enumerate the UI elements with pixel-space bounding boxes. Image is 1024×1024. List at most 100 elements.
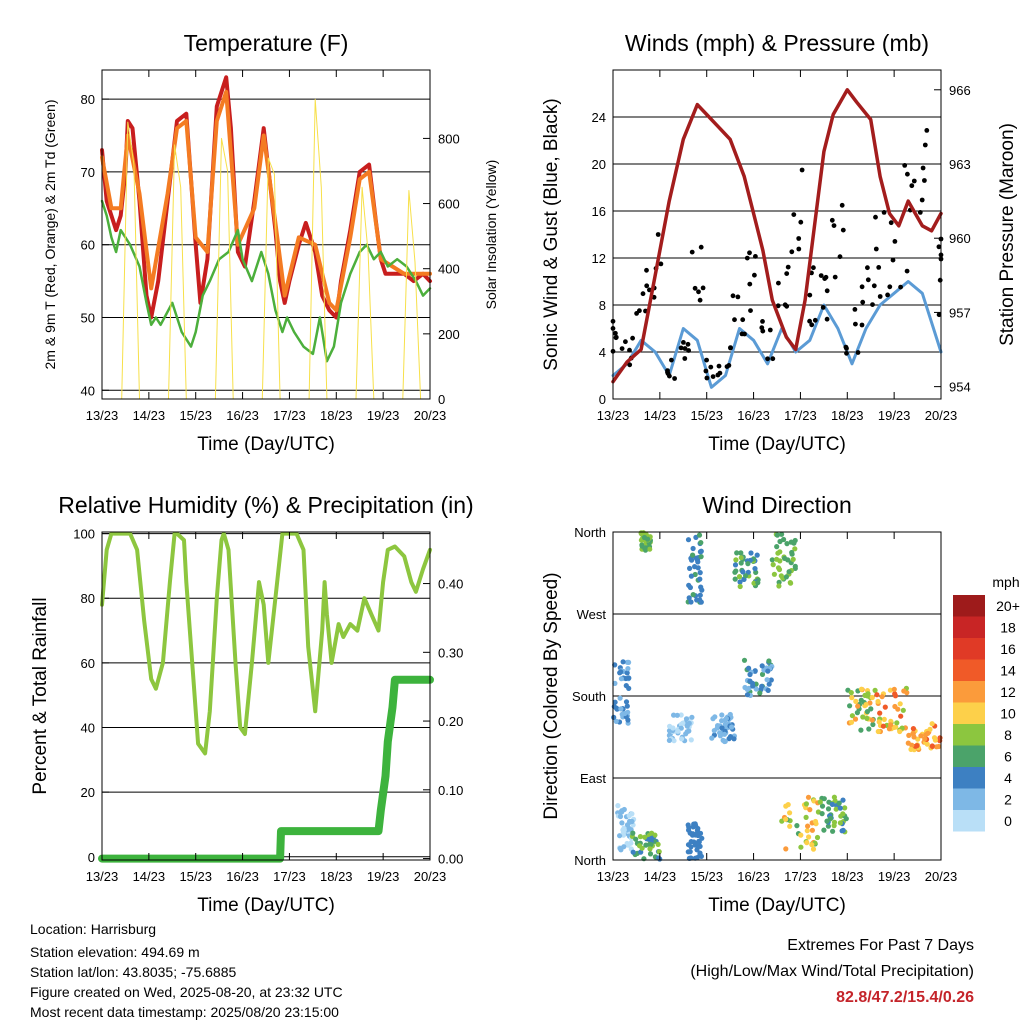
direction-point — [783, 574, 790, 580]
direction-point — [637, 834, 644, 840]
x-tick-label: 20/23 — [925, 869, 958, 884]
y-tick-label: 80 — [81, 92, 95, 107]
direction-point — [647, 546, 653, 552]
gust-point — [784, 303, 790, 309]
direction-point — [929, 743, 935, 749]
direction-point — [825, 806, 832, 812]
gust-point — [892, 239, 898, 244]
gust-point — [698, 244, 704, 250]
gust-point — [613, 330, 618, 336]
direction-point — [918, 733, 924, 739]
x-tick-label: 17/23 — [784, 869, 817, 884]
direction-point — [675, 728, 681, 734]
direction-point — [880, 723, 887, 729]
direction-point — [817, 799, 823, 805]
y2-tick-label: 960 — [949, 231, 971, 246]
direction-point — [932, 737, 939, 743]
direction-point — [611, 714, 617, 721]
direction-point — [688, 839, 694, 845]
gust-point — [696, 289, 701, 295]
direction-point — [860, 714, 866, 720]
gust-point — [898, 284, 903, 290]
gust-point — [697, 297, 703, 303]
gust-point — [767, 327, 773, 333]
gust-point — [732, 317, 737, 323]
direction-point — [619, 711, 625, 717]
x-tick-label: 19/23 — [367, 869, 400, 884]
direction-point — [858, 697, 864, 703]
legend-swatch — [953, 702, 985, 724]
direction-point — [821, 796, 827, 802]
direction-point — [611, 704, 617, 710]
gust-point — [820, 305, 826, 310]
gust-point — [905, 171, 910, 177]
direction-point — [717, 733, 724, 739]
direction-point — [849, 695, 855, 701]
direction-point — [747, 671, 753, 678]
elevation-text: Station elevation: 494.69 m — [30, 944, 200, 960]
gust-point — [689, 249, 695, 255]
legend-label: 4 — [1004, 770, 1012, 786]
gust-point — [798, 219, 804, 225]
direction-point — [685, 537, 692, 543]
direction-point — [623, 699, 630, 705]
legend-swatch — [953, 616, 985, 638]
direction-point — [876, 719, 882, 725]
direction-point — [821, 827, 827, 833]
direction-point — [722, 738, 728, 744]
direction-point — [776, 583, 782, 589]
latlon-text: Station lat/lon: 43.8035; -75.6885 — [30, 964, 237, 980]
gust-point — [870, 302, 875, 307]
legend-label: 6 — [1004, 749, 1012, 765]
direction-point — [804, 840, 810, 846]
gust-point — [789, 249, 795, 255]
gust-point — [644, 283, 650, 289]
x-tick-label: 15/23 — [179, 869, 212, 884]
x-tick-label: 13/23 — [597, 869, 630, 884]
gust-point — [831, 223, 837, 229]
x-tick-label: 15/23 — [179, 408, 212, 423]
legend-label: 2 — [1004, 792, 1012, 808]
legend-swatch — [953, 681, 985, 703]
direction-point — [695, 559, 701, 565]
direction-point — [710, 716, 716, 722]
direction-point — [864, 715, 870, 722]
direction-point — [805, 794, 812, 800]
direction-point — [624, 703, 630, 709]
direction-point — [779, 818, 785, 824]
direction-point — [755, 580, 761, 586]
gust-point — [859, 284, 865, 290]
direction-point — [852, 716, 859, 722]
direction-point — [788, 580, 794, 586]
legend-label: 20+ — [996, 598, 1020, 614]
direction-point — [687, 584, 694, 591]
direction-point — [898, 713, 904, 719]
y-tick-label: 80 — [81, 591, 95, 606]
direction-point — [743, 573, 749, 579]
gust-point — [644, 267, 649, 273]
direction-point — [848, 690, 854, 696]
direction-point — [617, 813, 624, 820]
direction-point — [748, 550, 754, 556]
direction-point — [625, 666, 631, 672]
y-tick-label: 0 — [88, 850, 95, 865]
gust-point — [785, 264, 791, 270]
y-tick-label: 60 — [81, 238, 95, 253]
direction-point — [687, 830, 693, 836]
direction-point — [696, 532, 703, 538]
legend-label: 12 — [1000, 684, 1016, 700]
direction-point — [765, 687, 771, 694]
direction-point — [831, 823, 837, 829]
direction-point — [803, 814, 809, 821]
gust-point — [682, 356, 688, 361]
direction-point — [620, 659, 626, 665]
gust-point — [844, 350, 849, 356]
x-tick-label: 15/23 — [690, 869, 723, 884]
y-tick-label: South — [572, 689, 606, 704]
direction-point — [642, 546, 648, 552]
gust-point — [724, 364, 730, 369]
direction-point — [875, 728, 881, 735]
gust-point — [922, 142, 928, 148]
direction-point — [792, 546, 798, 552]
